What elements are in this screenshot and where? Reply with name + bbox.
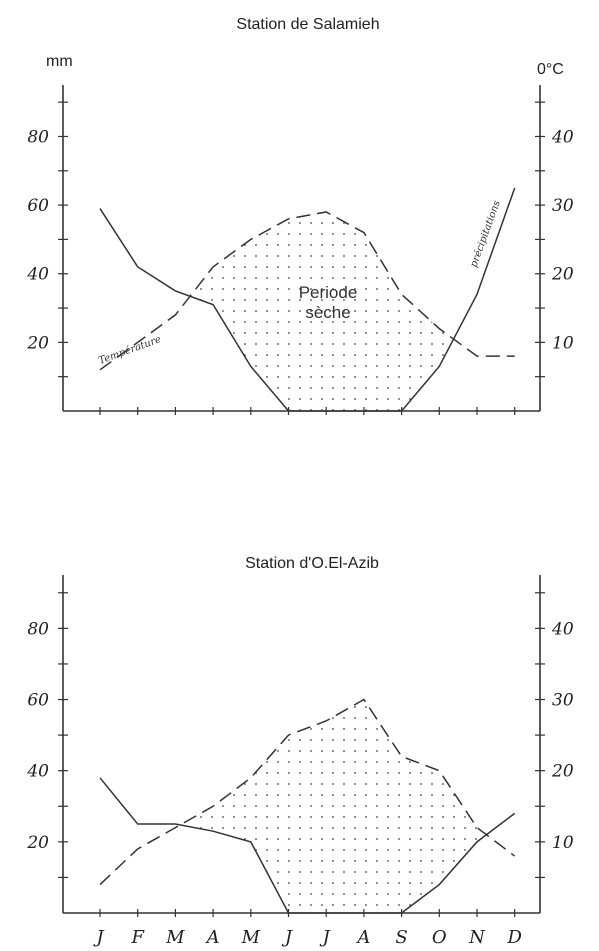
temperature-series-label: Température xyxy=(97,334,162,367)
month-label: M xyxy=(241,927,261,948)
temperature-line xyxy=(99,211,515,371)
left-tick-label: 20 xyxy=(26,833,49,853)
dry-period-label-line-1: Periode xyxy=(299,283,358,302)
precipitation-line xyxy=(99,777,516,914)
month-label: J xyxy=(281,927,294,948)
month-label: S xyxy=(395,927,407,948)
month-label: O xyxy=(432,927,447,948)
left-tick-label: 60 xyxy=(27,196,49,216)
month-label: D xyxy=(506,927,522,948)
chart-title: Station de Salamieh xyxy=(236,16,379,33)
right-tick-label: 20 xyxy=(551,265,574,285)
right-tick-label: 20 xyxy=(551,762,574,782)
dry-period-label-line-2: sèche xyxy=(305,303,350,322)
right-tick-label: 30 xyxy=(552,196,574,216)
right-tick-label: 10 xyxy=(552,333,574,353)
month-label: M xyxy=(165,927,185,948)
dry-period-area xyxy=(190,211,454,411)
right-tick-label: 40 xyxy=(551,619,574,639)
right-axis-unit: 0°C xyxy=(537,61,564,78)
left-tick-label: 60 xyxy=(27,691,49,711)
month-label: F xyxy=(130,927,145,948)
left-tick-label: 20 xyxy=(26,333,49,353)
right-tick-label: 40 xyxy=(551,127,574,147)
temperature-line xyxy=(99,698,516,886)
dry-period-area xyxy=(180,699,487,913)
precipitation-line xyxy=(99,187,516,412)
month-label: A xyxy=(355,927,370,948)
chart-title: Station d'O.El-Azib xyxy=(245,555,379,572)
month-label: J xyxy=(319,927,332,948)
chart-salamieh: Station de Salamieh mm 0°C 20 40 60 80 10 20 3… xyxy=(26,16,574,415)
month-label: N xyxy=(468,927,486,948)
month-label: J xyxy=(92,927,105,948)
left-axis-unit: mm xyxy=(46,53,73,70)
right-tick-label: 30 xyxy=(552,691,574,711)
month-label: A xyxy=(205,927,220,948)
left-tick-label: 40 xyxy=(26,762,49,782)
left-tick-label: 80 xyxy=(27,619,49,639)
left-tick-label: 40 xyxy=(26,265,49,285)
left-tick-label: 80 xyxy=(27,127,49,147)
right-tick-label: 10 xyxy=(552,833,574,853)
